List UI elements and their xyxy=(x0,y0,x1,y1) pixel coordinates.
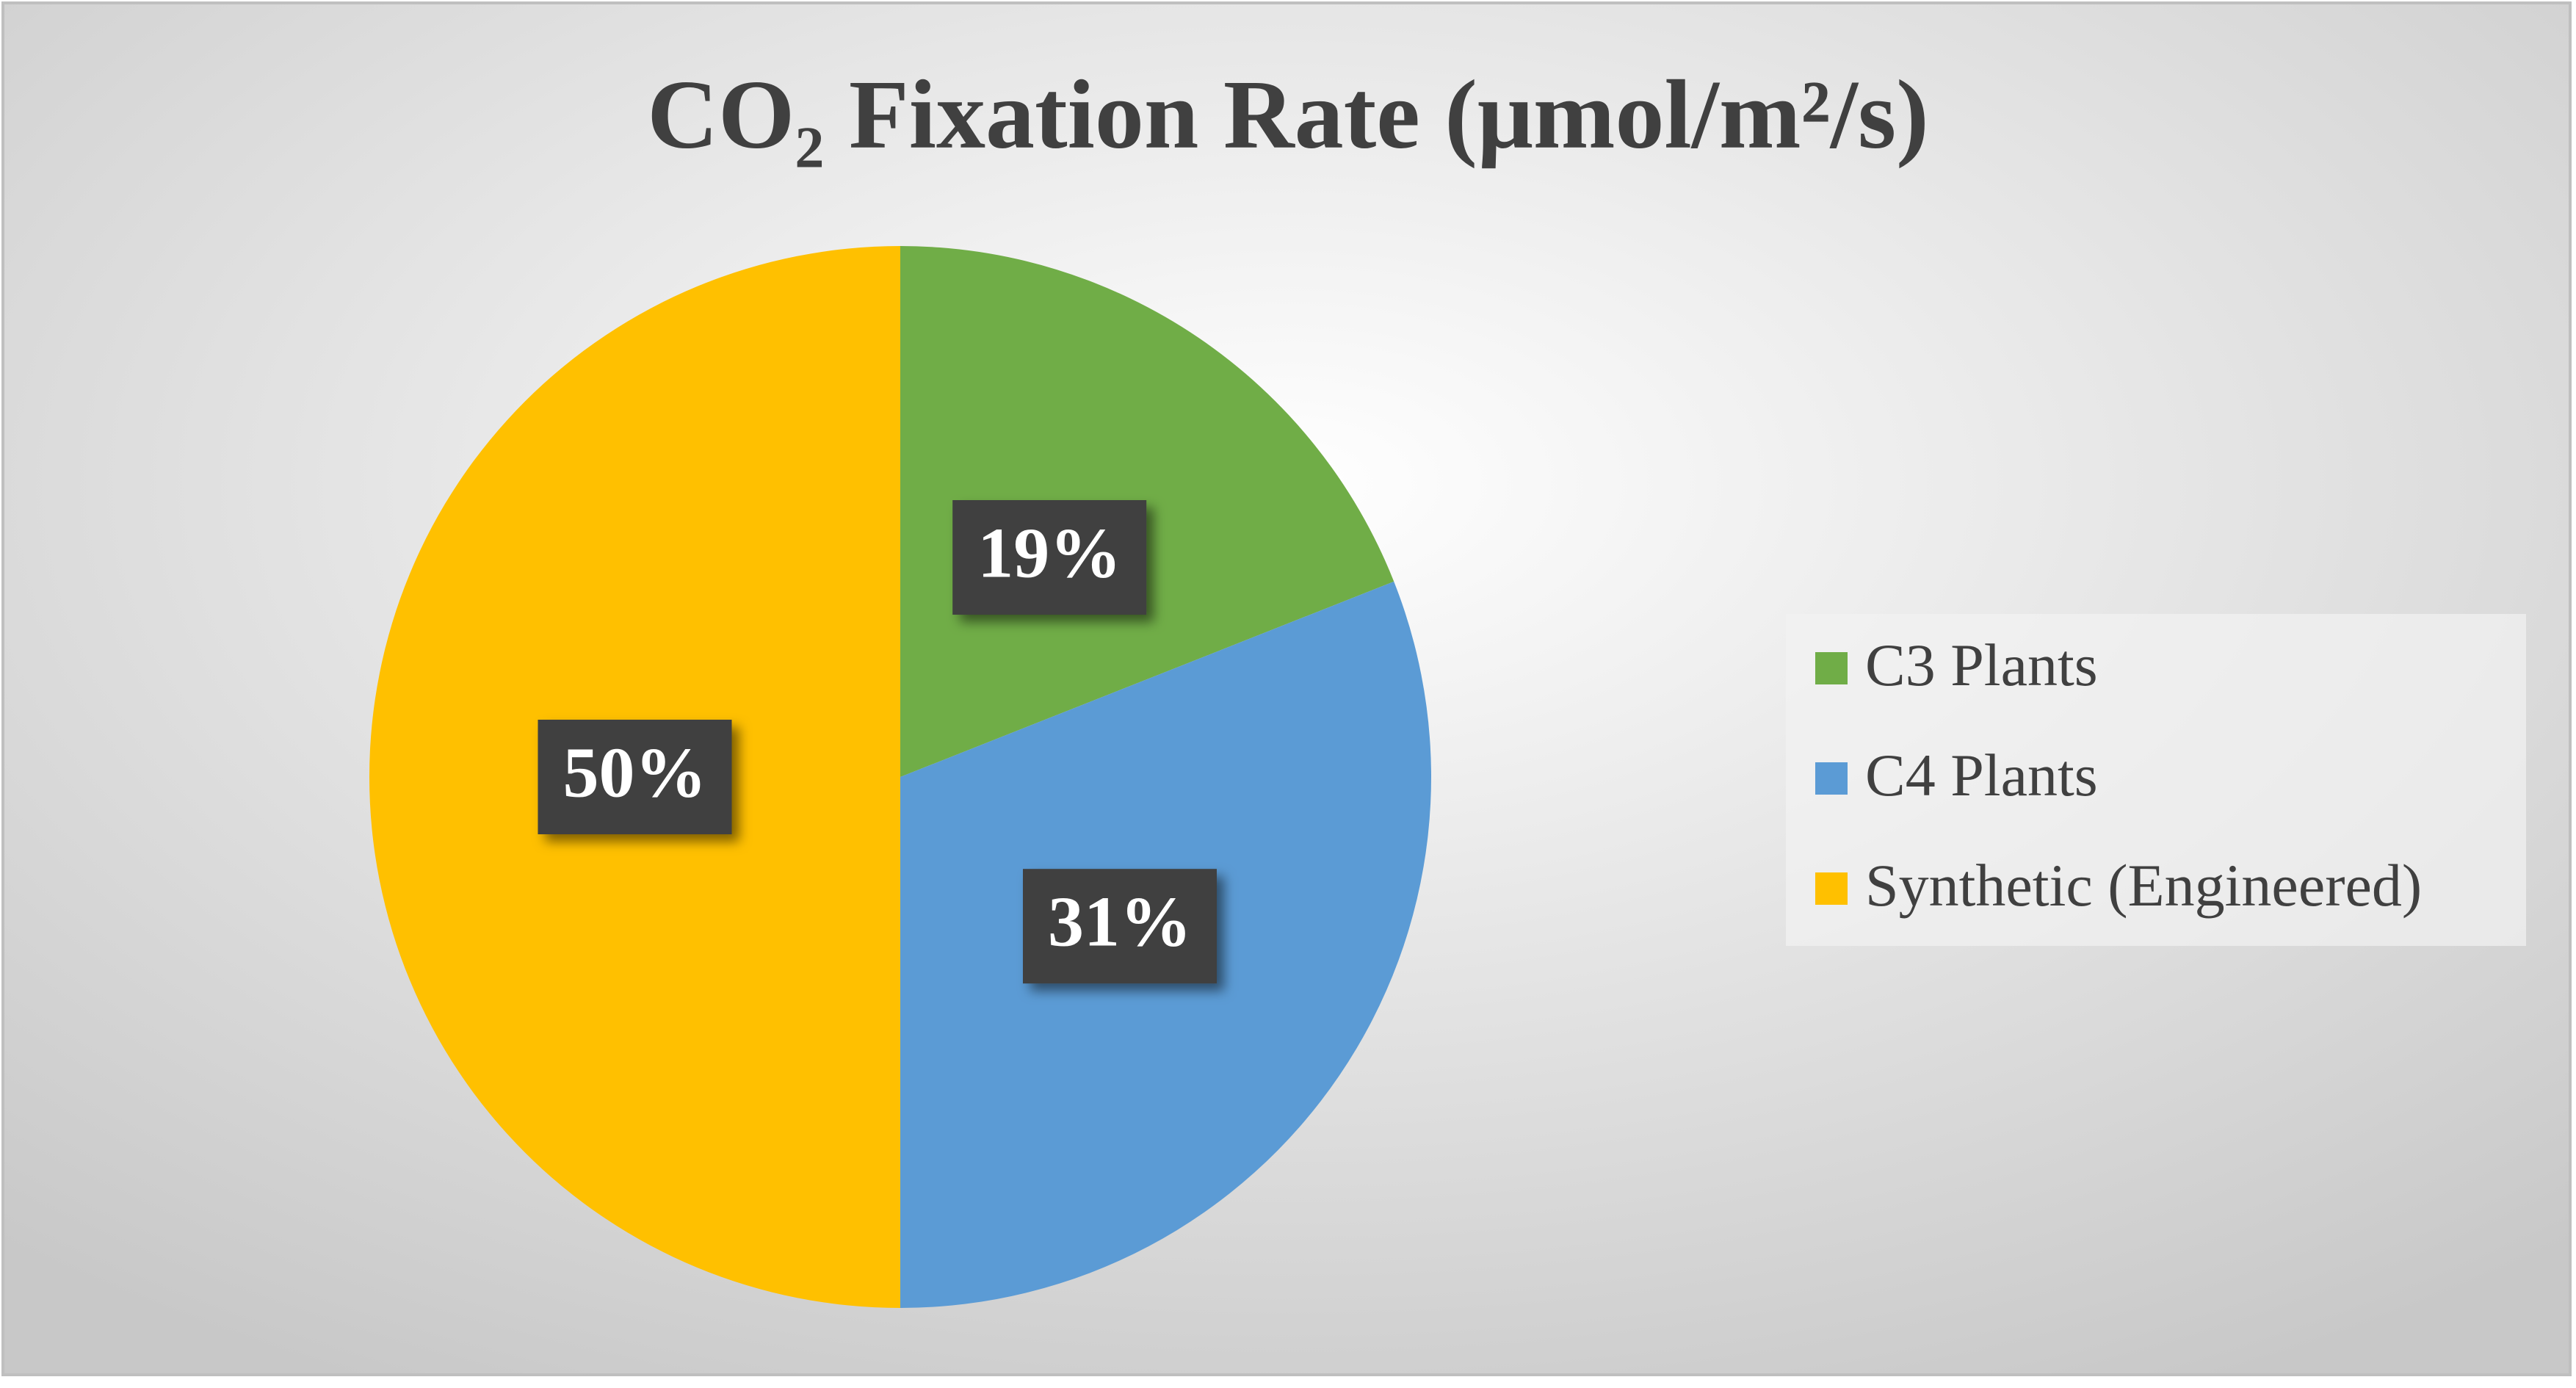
data-label: 31% xyxy=(1048,883,1192,962)
legend-label: C4 Plants xyxy=(1865,742,2098,809)
legend xyxy=(1786,614,2526,946)
data-label-box xyxy=(1022,869,1217,984)
legend-swatch xyxy=(1815,872,1848,905)
pie-slice xyxy=(900,246,1394,777)
legend-swatch xyxy=(1815,652,1848,684)
legend-label: Synthetic (Engineered) xyxy=(1865,852,2422,919)
data-label-box xyxy=(538,720,732,834)
data-label: 19% xyxy=(977,513,1121,593)
legend-label: C3 Plants xyxy=(1865,632,2098,698)
chart-title: CO₂ Fixation Rate (μmol/m²/s) xyxy=(647,60,1928,169)
data-label-box xyxy=(952,500,1147,615)
data-label: 50% xyxy=(563,733,707,812)
legend-swatch xyxy=(1815,762,1848,795)
